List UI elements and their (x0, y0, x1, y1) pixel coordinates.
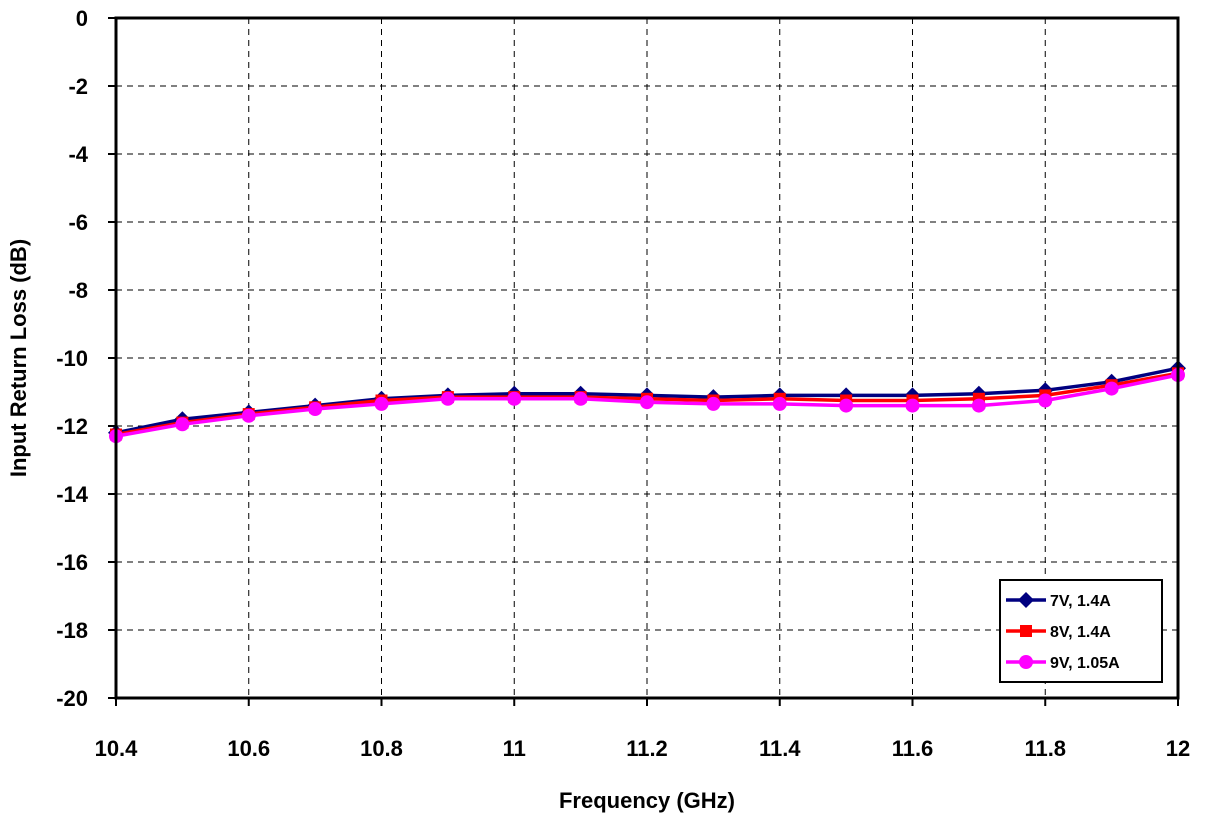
x-tick-labels: 10.4 10.6 10.8 11 11.2 11.4 11.6 11.8 12 (95, 736, 1191, 761)
legend-marker (1019, 655, 1033, 669)
data-point (175, 417, 190, 432)
legend-label: 9V, 1.05A (1050, 655, 1120, 672)
y-tick-label: -14 (56, 482, 89, 507)
y-tick-label: -12 (56, 414, 88, 439)
data-series (108, 360, 1186, 444)
legend-marker (1018, 592, 1034, 608)
data-point (308, 402, 323, 416)
data-point (440, 391, 455, 406)
x-tick-label: 10.6 (227, 736, 270, 761)
x-tick-label: 11.2 (626, 736, 668, 761)
x-axis-title: Frequency (GHz) (559, 788, 735, 813)
legend-entry: 9V, 1.05A (1006, 655, 1120, 672)
data-point (839, 398, 854, 413)
data-point (573, 391, 588, 406)
data-point (374, 396, 389, 411)
data-point (1038, 393, 1053, 408)
x-tick-label: 11.4 (759, 736, 801, 761)
y-tick-label: -16 (56, 550, 88, 575)
legend-label: 8V, 1.4A (1050, 624, 1111, 641)
legend-entry: 8V, 1.4A (1006, 624, 1111, 641)
x-tick-label: 10.8 (360, 736, 403, 761)
y-tick-label: 0 (76, 6, 88, 31)
data-point (706, 396, 721, 411)
data-point (971, 398, 986, 413)
y-tick-labels: 0 -2 -4 -6 -8 -10 -12 -14 -16 -18 -20 (56, 6, 89, 711)
y-tick-label: -8 (68, 278, 88, 303)
legend: 7V, 1.4A 8V, 1.4A 9V, 1.05A (999, 579, 1163, 683)
data-point (905, 398, 920, 413)
legend-marker (1020, 625, 1032, 637)
y-tick-label: -2 (68, 74, 88, 99)
y-tick-label: -10 (56, 346, 88, 371)
x-tick-label: 11.8 (1024, 736, 1066, 761)
data-point (640, 395, 654, 410)
plot-frame (114, 16, 1180, 700)
y-tick-label: -20 (56, 686, 88, 711)
y-axis-title: Input Return Loss (dB) (6, 239, 31, 477)
x-tick-label: 11.6 (892, 736, 934, 761)
y-tick-label: -4 (68, 142, 88, 167)
legend-entry: 7V, 1.4A (1006, 592, 1111, 610)
series-3 (109, 368, 1185, 444)
y-tick-label: -18 (56, 618, 88, 643)
y-tick-label: -6 (68, 210, 88, 235)
data-point (241, 408, 256, 423)
data-point (772, 396, 787, 411)
legend-label: 7V, 1.4A (1050, 593, 1111, 610)
x-tick-label: 10.4 (95, 736, 139, 761)
x-tick-label: 12 (1166, 736, 1190, 761)
x-tick-label: 11 (503, 736, 526, 761)
data-point (1104, 381, 1119, 396)
data-point (507, 391, 522, 406)
